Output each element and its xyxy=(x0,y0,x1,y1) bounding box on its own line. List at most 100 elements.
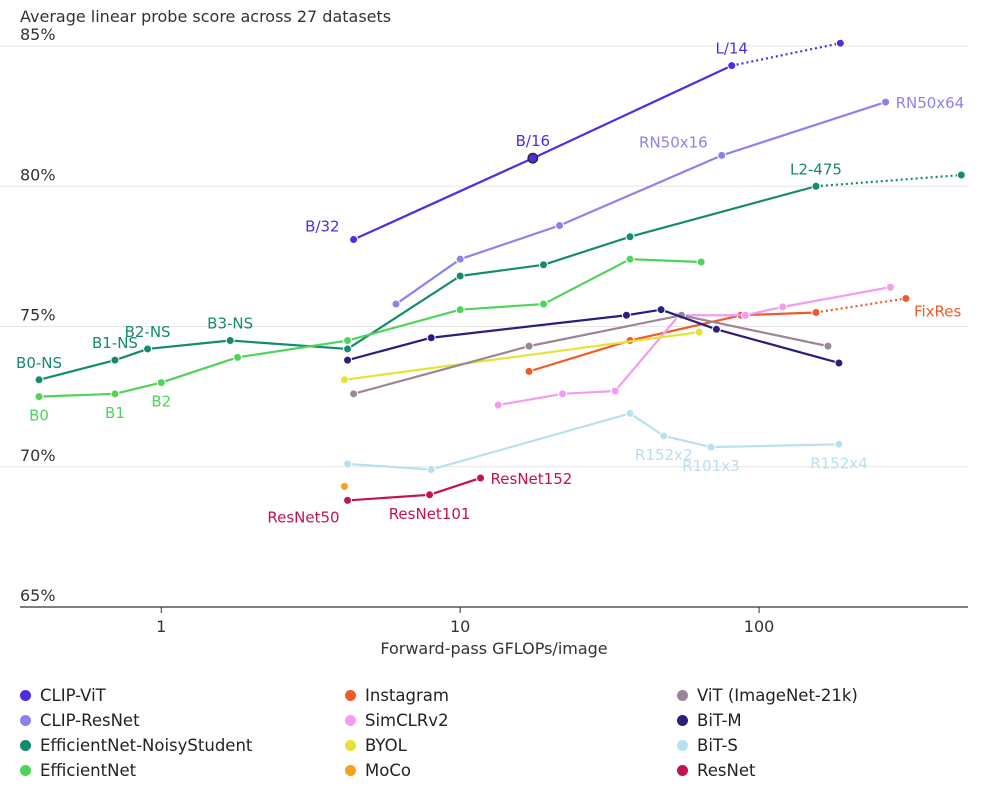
data-point xyxy=(885,282,895,292)
legend-swatch xyxy=(677,765,688,776)
series-moco xyxy=(339,481,349,491)
series-line xyxy=(353,314,829,395)
data-label: RN50x16 xyxy=(639,133,708,151)
legend-swatch xyxy=(345,765,356,776)
legend-swatch xyxy=(20,765,31,776)
data-point xyxy=(694,327,704,337)
series-clip-vit: B/32 B/16 L/14 xyxy=(305,38,845,245)
data-point xyxy=(811,181,821,191)
chart: Average linear probe score across 27 dat… xyxy=(0,7,968,658)
data-point xyxy=(656,305,666,315)
legend-item: ResNet xyxy=(677,761,755,780)
x-tick-label: 1 xyxy=(156,617,166,636)
data-point xyxy=(34,392,44,402)
data-point xyxy=(225,336,235,346)
data-point xyxy=(538,299,548,309)
data-label: B0 xyxy=(29,407,49,425)
series-dotted-line xyxy=(731,42,841,67)
legend-swatch xyxy=(345,715,356,726)
y-tick-label: 85% xyxy=(20,25,56,44)
data-point xyxy=(811,307,821,317)
data-label: ResNet101 xyxy=(389,505,471,523)
data-point xyxy=(621,310,631,320)
data-point xyxy=(711,324,721,334)
legend-label: ResNet xyxy=(697,761,756,780)
series-simclrv2 xyxy=(493,282,895,410)
series-vit-imagenet-21k- xyxy=(349,310,833,399)
data-point xyxy=(881,97,891,107)
data-label: RN50x64 xyxy=(896,94,965,112)
data-point xyxy=(343,344,353,354)
data-point xyxy=(956,170,966,180)
x-tick-label: 100 xyxy=(744,617,775,636)
series-bit-m xyxy=(343,305,844,368)
data-label: R152x2 xyxy=(635,446,692,464)
y-tick-label: 65% xyxy=(20,586,56,605)
data-label: B2-NS xyxy=(125,323,171,341)
legend-label: CLIP-ViT xyxy=(40,686,106,705)
y-tick-label: 75% xyxy=(20,306,56,325)
series-byol xyxy=(339,327,704,385)
legend-label: BYOL xyxy=(365,736,407,755)
legend-swatch xyxy=(20,690,31,701)
data-label: R101x3 xyxy=(682,457,739,475)
data-point xyxy=(696,257,706,267)
series-clip-resnet: RN50x16 RN50x64 xyxy=(391,94,965,309)
data-label: B/16 xyxy=(516,132,550,150)
legend-item: BiT-M xyxy=(677,711,742,730)
data-point xyxy=(455,305,465,315)
data-point xyxy=(901,293,911,303)
data-point xyxy=(455,254,465,264)
data-label: FixRes xyxy=(914,302,962,320)
data-label: ResNet152 xyxy=(491,470,573,488)
data-label: B2 xyxy=(151,393,171,411)
data-point xyxy=(425,490,435,500)
y-tick-label: 80% xyxy=(20,165,56,184)
gridlines: 65% 70% 75% 80% 85% xyxy=(0,25,968,608)
legend-item: MoCo xyxy=(345,761,411,780)
series-efficientnet: B0 B1 B2 xyxy=(29,254,706,425)
legend-swatch xyxy=(20,715,31,726)
data-point xyxy=(426,465,436,475)
data-point xyxy=(343,459,353,469)
data-point xyxy=(524,341,534,351)
legend-label: CLIP-ResNet xyxy=(40,711,140,730)
series-line xyxy=(344,331,700,381)
data-point xyxy=(339,481,349,491)
legend-label: BiT-M xyxy=(697,711,742,730)
legend-item: Instagram xyxy=(345,686,449,705)
data-label: R152x4 xyxy=(810,454,867,472)
legend-item: BYOL xyxy=(345,736,407,755)
legend-label: SimCLRv2 xyxy=(365,711,449,730)
legend-label: Instagram xyxy=(365,686,449,705)
legend-swatch xyxy=(20,740,31,751)
data-point xyxy=(34,375,44,385)
data-point xyxy=(233,352,243,362)
data-point xyxy=(727,61,737,71)
series-line xyxy=(528,311,817,373)
data-point xyxy=(349,389,359,399)
legend-swatch xyxy=(677,715,688,726)
data-point xyxy=(476,473,486,483)
data-point xyxy=(143,344,153,354)
data-point xyxy=(343,355,353,365)
data-label: B1 xyxy=(105,404,125,422)
data-point xyxy=(834,358,844,368)
series-resnet: ResNet50 ResNet101 ResNet152 xyxy=(267,470,572,526)
data-point xyxy=(339,375,349,385)
data-point xyxy=(835,38,845,48)
data-label: L/14 xyxy=(715,40,748,58)
data-label: B1-NS xyxy=(92,334,138,352)
series-dotted-line xyxy=(815,173,962,188)
data-point xyxy=(493,400,503,410)
data-point xyxy=(343,336,353,346)
legend-label: EfficientNet xyxy=(40,761,137,780)
data-point xyxy=(778,302,788,312)
data-point xyxy=(706,442,716,452)
x-axis-label: Forward-pass GFLOPs/image xyxy=(380,639,607,658)
data-point xyxy=(625,232,635,242)
data-label: B0-NS xyxy=(16,354,62,372)
data-label: L2-475 xyxy=(790,160,842,178)
legend-swatch xyxy=(677,690,688,701)
legend-item: BiT-S xyxy=(677,736,738,755)
